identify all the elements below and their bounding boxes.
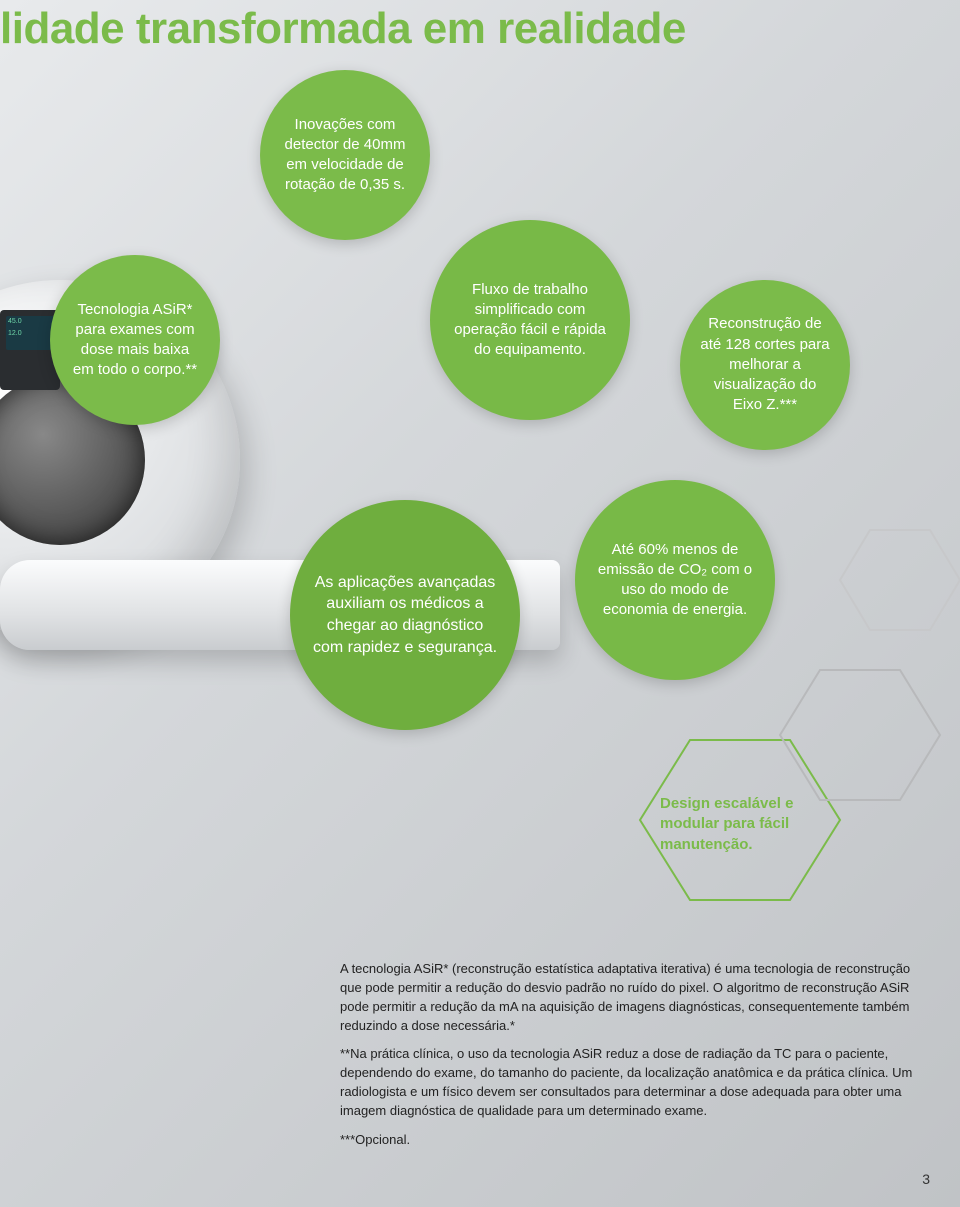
- console-screen: 45.0 12.0: [6, 316, 54, 350]
- bubble-applications: As aplicações avançadas auxiliam os médi…: [290, 500, 520, 730]
- page-number: 3: [922, 1171, 930, 1187]
- footnote-optional: ***Opcional.: [340, 1131, 920, 1150]
- footnote-clinical: **Na prática clínica, o uso da tecnologi…: [340, 1045, 920, 1120]
- console-readout-1: 45.0: [6, 316, 54, 328]
- hex-callout-design: Design escalável e modular para fácil ma…: [660, 794, 820, 855]
- bubble-co2-emissions: Até 60% menos de emissão de CO₂ com o us…: [575, 480, 775, 680]
- page-headline: lidade transformada em realidade: [0, 4, 686, 54]
- hex-outline-gray-1: [780, 670, 940, 800]
- bubble-asir-tech: Tecnologia ASiR* para exames com dose ma…: [50, 255, 220, 425]
- console-readout-2: 12.0: [6, 328, 54, 340]
- bubble-innovations: Inovações com detector de 40mm em veloci…: [260, 70, 430, 240]
- bubble-workflow: Fluxo de trabalho simplificado com opera…: [430, 220, 630, 420]
- footnote-block: A tecnologia ASiR* (reconstrução estatís…: [340, 960, 920, 1160]
- footnote-asir: A tecnologia ASiR* (reconstrução estatís…: [340, 960, 920, 1035]
- hex-outline-gray-2: [840, 530, 960, 630]
- bubble-reconstruction: Reconstrução de até 128 cortes para melh…: [680, 280, 850, 450]
